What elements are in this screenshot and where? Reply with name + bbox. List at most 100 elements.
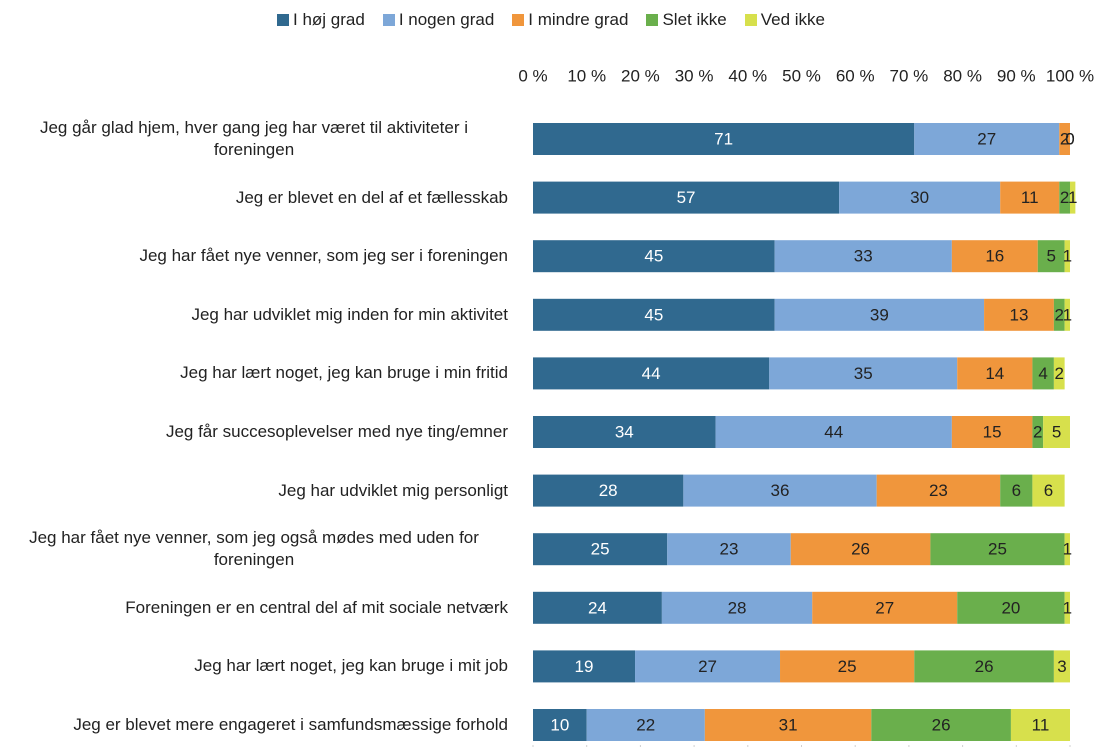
bar-segment bbox=[780, 650, 915, 683]
value-label: 45 bbox=[644, 305, 663, 324]
legend-item: Slet ikke bbox=[646, 10, 727, 30]
category-label: Jeg har udviklet mig inden for min aktiv… bbox=[191, 304, 508, 324]
legend-label: I høj grad bbox=[293, 10, 365, 29]
value-label: 33 bbox=[854, 247, 873, 266]
bar-segment bbox=[667, 533, 791, 566]
bar-segment bbox=[1043, 416, 1070, 448]
bar-segment bbox=[586, 709, 705, 741]
value-label: 23 bbox=[929, 481, 948, 500]
value-label: 15 bbox=[983, 422, 1002, 441]
bar-segment bbox=[951, 416, 1033, 448]
value-label: 0 bbox=[1065, 129, 1074, 148]
bar-segment bbox=[635, 650, 781, 683]
legend-label: Ved ikke bbox=[760, 10, 825, 29]
value-label: 24 bbox=[588, 598, 607, 617]
value-label: 16 bbox=[985, 247, 1004, 266]
bar-segment bbox=[704, 709, 872, 741]
value-label: 25 bbox=[591, 540, 610, 559]
value-label: 28 bbox=[728, 598, 747, 617]
value-label: 19 bbox=[575, 657, 594, 676]
bar-segment bbox=[1064, 591, 1070, 624]
legend-item: I mindre grad bbox=[512, 10, 628, 30]
bar-segment bbox=[533, 650, 636, 683]
legend-swatch bbox=[277, 14, 290, 26]
legend: I høj grad I nogen grad I mindre grad Slet … bbox=[0, 10, 1102, 30]
value-label: 44 bbox=[824, 422, 843, 441]
bar-segment bbox=[1032, 357, 1054, 390]
category-label: Jeg er blevet mere engageret i samfundsm… bbox=[73, 715, 508, 734]
bar-segment bbox=[1064, 298, 1070, 331]
bar-segment bbox=[871, 709, 1011, 741]
value-label: 2 bbox=[1033, 422, 1042, 441]
value-label: 22 bbox=[636, 715, 655, 734]
value-label: 26 bbox=[975, 657, 994, 676]
x-tick-label: 100 % bbox=[1046, 66, 1094, 85]
category-label: Jeg får succesoplevelser med nye ting/em… bbox=[165, 422, 508, 441]
category-label: Jeg er blevet en del af et fællesskab bbox=[235, 187, 508, 207]
value-label: 5 bbox=[1052, 422, 1061, 441]
value-label: 57 bbox=[677, 188, 696, 207]
legend-swatch bbox=[744, 14, 757, 26]
x-tick-label: 50 % bbox=[782, 66, 821, 85]
bar-segment bbox=[1053, 357, 1065, 390]
value-label: 35 bbox=[854, 364, 873, 383]
bar-segment bbox=[533, 474, 684, 507]
bar-segment bbox=[1000, 181, 1060, 214]
bar-segment bbox=[774, 298, 985, 331]
bar-segment bbox=[930, 533, 1065, 566]
bar-segment bbox=[957, 591, 1065, 624]
legend-swatch bbox=[512, 14, 525, 26]
bar-segment bbox=[769, 357, 958, 390]
value-label: 2 bbox=[1055, 364, 1064, 383]
bar-segment bbox=[774, 240, 952, 273]
bar-segment bbox=[1032, 474, 1065, 507]
value-label: 14 bbox=[985, 364, 1004, 383]
value-label: 45 bbox=[644, 247, 663, 266]
x-tick-label: 40 % bbox=[728, 66, 767, 85]
legend-swatch bbox=[382, 14, 395, 26]
value-label: 10 bbox=[550, 715, 569, 734]
value-label: 2 bbox=[1055, 305, 1064, 324]
bar-segment bbox=[914, 123, 1060, 155]
bar-segment bbox=[1037, 240, 1065, 273]
x-tick-label: 60 % bbox=[836, 66, 875, 85]
bar-segment bbox=[1059, 123, 1070, 155]
bar-segment bbox=[533, 123, 915, 155]
bar-segment bbox=[533, 181, 840, 214]
bar-segment bbox=[1010, 709, 1070, 741]
value-label: 4 bbox=[1038, 364, 1047, 383]
value-label: 31 bbox=[779, 715, 798, 734]
category-label: Jeg har lært noget, jeg kan bruge i min … bbox=[180, 363, 508, 383]
value-label: 3 bbox=[1057, 657, 1066, 676]
value-label: 36 bbox=[771, 481, 790, 500]
value-label: 27 bbox=[875, 598, 894, 617]
legend-label: I mindre grad bbox=[528, 10, 629, 29]
value-label: 13 bbox=[1010, 305, 1029, 324]
bar-segment bbox=[984, 298, 1054, 331]
value-label: 44 bbox=[642, 364, 661, 383]
bar-segment bbox=[1053, 650, 1070, 683]
bar-segment bbox=[957, 357, 1033, 390]
value-label: 1 bbox=[1063, 598, 1072, 617]
bar-segment bbox=[1059, 181, 1070, 214]
bar-segment bbox=[812, 591, 958, 624]
bar-segment bbox=[661, 591, 813, 624]
value-label: 27 bbox=[977, 129, 996, 148]
bar-segment bbox=[533, 591, 662, 624]
legend-label: I nogen grad bbox=[398, 10, 495, 29]
value-label: 1 bbox=[1063, 247, 1072, 266]
value-label: 25 bbox=[838, 657, 857, 676]
bar-segment bbox=[715, 416, 952, 448]
value-label: 71 bbox=[714, 129, 733, 148]
value-label: 0 bbox=[1065, 129, 1074, 148]
x-tick-label: 10 % bbox=[567, 66, 606, 85]
bar-segment bbox=[1070, 181, 1076, 214]
value-label: 30 bbox=[910, 188, 929, 207]
legend-item: I nogen grad bbox=[382, 10, 495, 30]
value-label: 11 bbox=[1032, 715, 1050, 734]
bar-segment bbox=[1064, 240, 1070, 273]
category-label: Foreningen er en central del af mit soci… bbox=[125, 597, 508, 617]
category-label: Jeg går glad hjem, hver gang jeg har vær… bbox=[39, 118, 469, 159]
value-label: 6 bbox=[1012, 481, 1021, 500]
